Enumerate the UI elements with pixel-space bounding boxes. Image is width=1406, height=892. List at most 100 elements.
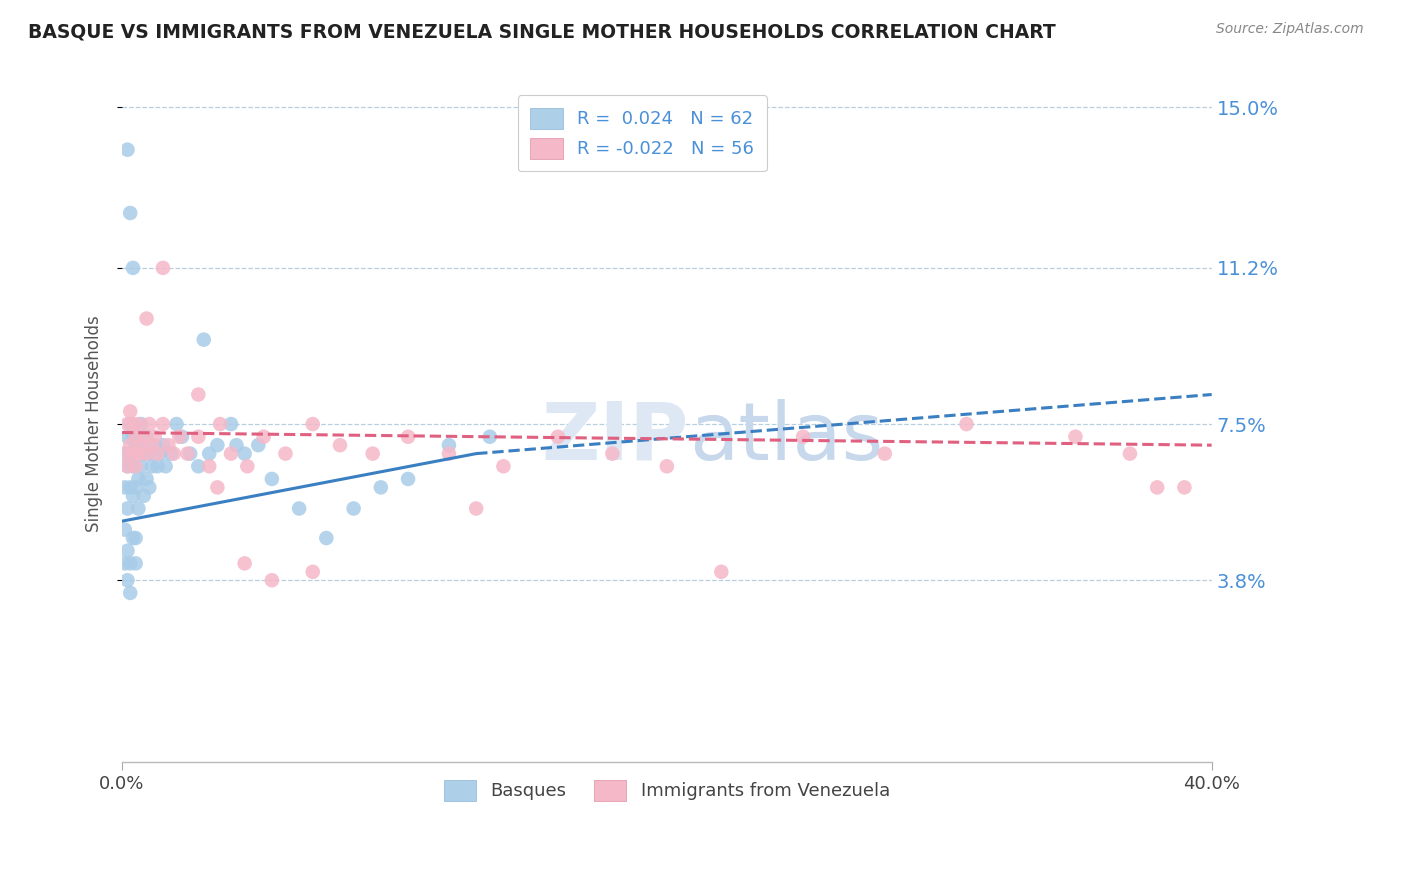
Point [792, 430, 814, 444]
Point [253, 430, 276, 444]
Point [120, 438, 142, 452]
Point [132, 489, 155, 503]
Point [114, 557, 136, 571]
Point [170, 430, 193, 444]
Point [122, 260, 145, 275]
Point [179, 447, 201, 461]
Point [176, 447, 198, 461]
Point [149, 447, 172, 461]
Point [233, 447, 256, 461]
Point [225, 438, 247, 452]
Point [1064, 430, 1087, 444]
Point [122, 489, 145, 503]
Point [437, 447, 460, 461]
Legend: Basques, Immigrants from Venezuela: Basques, Immigrants from Venezuela [432, 767, 903, 814]
Point [143, 430, 166, 444]
Point [143, 438, 166, 452]
Point [547, 430, 569, 444]
Point [127, 447, 149, 461]
Point [122, 447, 145, 461]
Point [655, 459, 678, 474]
Point [114, 523, 136, 537]
Point [135, 311, 157, 326]
Point [120, 417, 142, 431]
Point [1173, 480, 1195, 494]
Point [117, 143, 139, 157]
Point [127, 417, 149, 431]
Point [120, 557, 142, 571]
Point [124, 459, 146, 474]
Point [288, 501, 311, 516]
Point [247, 438, 270, 452]
Point [117, 459, 139, 474]
Point [120, 404, 142, 418]
Point [209, 417, 232, 431]
Point [342, 501, 364, 516]
Point [437, 438, 460, 452]
Point [117, 430, 139, 444]
Point [117, 543, 139, 558]
Point [955, 417, 977, 431]
Point [710, 565, 733, 579]
Point [219, 417, 242, 431]
Point [138, 480, 160, 494]
Point [127, 472, 149, 486]
Point [315, 531, 337, 545]
Point [329, 438, 352, 452]
Point [152, 438, 174, 452]
Point [478, 430, 501, 444]
Point [127, 501, 149, 516]
Point [122, 531, 145, 545]
Point [124, 531, 146, 545]
Point [219, 447, 242, 461]
Point [120, 586, 142, 600]
Point [127, 438, 149, 452]
Point [129, 417, 152, 431]
Point [873, 447, 896, 461]
Point [138, 447, 160, 461]
Point [187, 459, 209, 474]
Point [193, 333, 215, 347]
Point [132, 447, 155, 461]
Point [260, 472, 283, 486]
Point [141, 459, 163, 474]
Point [465, 501, 488, 516]
Point [602, 447, 624, 461]
Point [301, 565, 323, 579]
Point [135, 472, 157, 486]
Point [124, 438, 146, 452]
Text: Source: ZipAtlas.com: Source: ZipAtlas.com [1216, 22, 1364, 37]
Point [361, 447, 384, 461]
Point [124, 480, 146, 494]
Point [146, 459, 169, 474]
Point [117, 501, 139, 516]
Point [198, 447, 221, 461]
Point [135, 447, 157, 461]
Point [260, 574, 283, 588]
Point [122, 459, 145, 474]
Point [1119, 447, 1142, 461]
Text: BASQUE VS IMMIGRANTS FROM VENEZUELA SINGLE MOTHER HOUSEHOLDS CORRELATION CHART: BASQUE VS IMMIGRANTS FROM VENEZUELA SING… [28, 22, 1056, 41]
Point [129, 459, 152, 474]
Point [1146, 480, 1168, 494]
Point [166, 417, 188, 431]
Point [198, 459, 221, 474]
Text: atlas: atlas [689, 399, 883, 476]
Point [114, 447, 136, 461]
Point [207, 438, 229, 452]
Text: ZIP: ZIP [541, 399, 689, 476]
Point [120, 480, 142, 494]
Point [129, 438, 152, 452]
Point [236, 459, 259, 474]
Point [233, 557, 256, 571]
Point [370, 480, 392, 494]
Point [187, 387, 209, 401]
Point [163, 447, 186, 461]
Point [120, 447, 142, 461]
Point [396, 430, 419, 444]
Point [132, 430, 155, 444]
Point [157, 438, 180, 452]
Point [207, 480, 229, 494]
Point [114, 480, 136, 494]
Point [141, 438, 163, 452]
